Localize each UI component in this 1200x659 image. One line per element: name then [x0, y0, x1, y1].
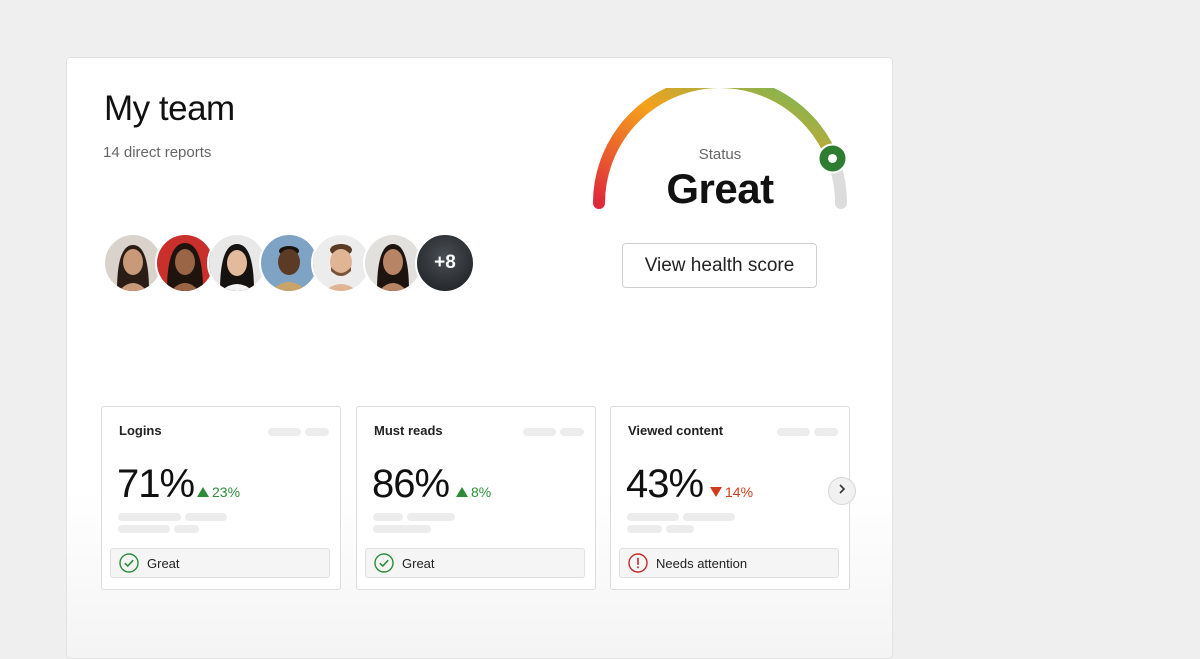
status-text: Great — [147, 555, 180, 571]
placeholder-bar — [268, 428, 301, 436]
metric-status: Needs attention — [619, 548, 839, 578]
page-title: My team — [104, 89, 235, 128]
placeholder-bar — [407, 513, 455, 521]
avatar-1[interactable] — [103, 233, 163, 293]
more-members-avatar[interactable]: +8 — [415, 233, 475, 293]
placeholder-bar — [523, 428, 556, 436]
metric-value: 86% — [372, 462, 450, 506]
placeholder-bar — [174, 525, 199, 533]
placeholder-bar — [560, 428, 584, 436]
trend-value: 8% — [471, 484, 492, 500]
next-cards-button[interactable] — [828, 477, 856, 505]
avatar-5[interactable] — [311, 233, 371, 293]
metric-trend: 8% — [456, 484, 491, 500]
metric-value: 71% — [117, 462, 195, 506]
placeholder-bar — [777, 428, 810, 436]
metric-title: Viewed content — [628, 423, 724, 438]
avatar-4[interactable] — [259, 233, 319, 293]
team-health-panel: My team 14 direct reports +8 — [66, 57, 893, 659]
view-health-score-button[interactable]: View health score — [622, 243, 817, 288]
avatar-6[interactable] — [363, 233, 423, 293]
direct-reports-count: 14 direct reports — [103, 144, 212, 161]
placeholder-bar — [683, 513, 735, 521]
placeholder-bar — [627, 513, 679, 521]
metric-trend: 23% — [197, 484, 240, 500]
alert-circle-icon — [628, 553, 648, 573]
gauge-fill — [593, 88, 839, 209]
placeholder-bar — [373, 513, 403, 521]
metric-status: Great — [365, 548, 585, 578]
placeholder-bar — [118, 513, 181, 521]
placeholder-bar — [666, 525, 694, 533]
triangle-down-icon — [710, 487, 722, 497]
placeholder-bar — [814, 428, 838, 436]
placeholder-bar — [627, 525, 662, 533]
metric-title: Logins — [119, 423, 162, 438]
metric-title: Must reads — [374, 423, 443, 438]
triangle-up-icon — [197, 487, 209, 497]
metric-status: Great — [110, 548, 330, 578]
health-gauge — [593, 88, 848, 209]
check-circle-icon — [119, 553, 139, 573]
trend-value: 23% — [212, 484, 241, 500]
triangle-up-icon — [456, 487, 468, 497]
placeholder-bar — [118, 525, 170, 533]
status-value: Great — [666, 165, 774, 212]
status-label: Status — [698, 146, 742, 163]
metric-value: 43% — [626, 462, 704, 506]
chevron-right-icon — [836, 482, 848, 500]
metric-trend: 14% — [710, 484, 753, 500]
metric-card-must-reads[interactable]: Must reads 86% 8% Great — [356, 406, 596, 590]
placeholder-bar — [305, 428, 329, 436]
status-text: Great — [402, 555, 435, 571]
metric-card-viewed-content[interactable]: Viewed content 43% 14% Needs attention — [610, 406, 850, 590]
placeholder-bar — [373, 525, 431, 533]
avatar-2[interactable] — [155, 233, 215, 293]
check-circle-icon — [374, 553, 394, 573]
metric-card-logins[interactable]: Logins 71% 23% Great — [101, 406, 341, 590]
placeholder-bar — [185, 513, 227, 521]
status-text: Needs attention — [656, 555, 748, 571]
gauge-marker — [817, 143, 848, 174]
avatar-3[interactable] — [207, 233, 267, 293]
trend-value: 14% — [725, 484, 754, 500]
